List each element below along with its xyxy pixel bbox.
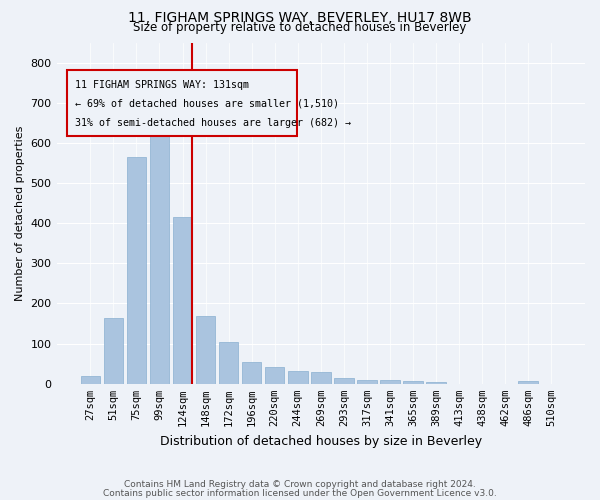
Bar: [173, 217, 193, 384]
Bar: [219, 342, 238, 384]
X-axis label: Distribution of detached houses by size in Beverley: Distribution of detached houses by size …: [160, 434, 482, 448]
Text: Contains public sector information licensed under the Open Government Licence v3: Contains public sector information licen…: [103, 488, 497, 498]
Bar: [426, 382, 446, 384]
Text: Size of property relative to detached houses in Beverley: Size of property relative to detached ho…: [133, 21, 467, 34]
Bar: [380, 380, 400, 384]
Text: 11 FIGHAM SPRINGS WAY: 131sqm: 11 FIGHAM SPRINGS WAY: 131sqm: [75, 80, 249, 90]
Text: 31% of semi-detached houses are larger (682) →: 31% of semi-detached houses are larger (…: [75, 118, 351, 128]
Bar: [149, 135, 169, 384]
Bar: [357, 380, 377, 384]
Bar: [104, 318, 123, 384]
Y-axis label: Number of detached properties: Number of detached properties: [15, 126, 25, 301]
Bar: [403, 380, 423, 384]
Bar: [242, 362, 262, 384]
Bar: [334, 378, 353, 384]
Bar: [265, 367, 284, 384]
Bar: [196, 316, 215, 384]
Bar: [80, 376, 100, 384]
Bar: [288, 371, 308, 384]
Text: 11, FIGHAM SPRINGS WAY, BEVERLEY, HU17 8WB: 11, FIGHAM SPRINGS WAY, BEVERLEY, HU17 8…: [128, 11, 472, 25]
Bar: [311, 372, 331, 384]
Text: Contains HM Land Registry data © Crown copyright and database right 2024.: Contains HM Land Registry data © Crown c…: [124, 480, 476, 489]
Text: ← 69% of detached houses are smaller (1,510): ← 69% of detached houses are smaller (1,…: [75, 99, 339, 109]
FancyBboxPatch shape: [67, 70, 297, 136]
Bar: [518, 380, 538, 384]
Bar: [127, 157, 146, 384]
